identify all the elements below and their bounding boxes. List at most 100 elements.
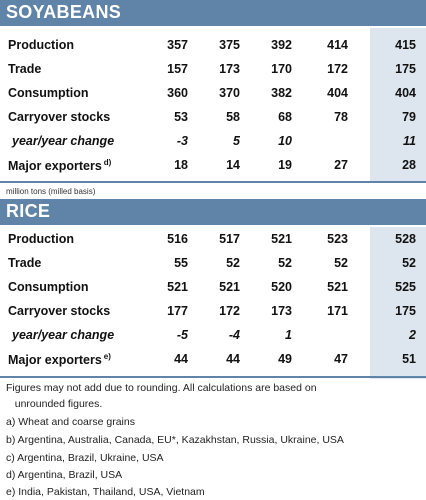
cell: 525 [395, 280, 416, 294]
cell: 2 [409, 328, 416, 342]
cell: 528 [395, 232, 416, 246]
section-rule [0, 181, 426, 183]
soybeans-highlight-column [370, 28, 426, 183]
cell: 171 [327, 304, 348, 318]
cell: 357 [167, 38, 188, 52]
row-label: year/year change [12, 134, 115, 148]
soybeans-header: SOYABEANS [0, 0, 426, 26]
cell: 521 [327, 280, 348, 294]
cell: 392 [271, 38, 292, 52]
row-label-text: Major exporters [8, 159, 102, 173]
rice-title: RICE [6, 201, 51, 221]
footnote: d) Argentina, Brazil, USA [6, 469, 123, 481]
cell: 382 [271, 86, 292, 100]
cell: 375 [219, 38, 240, 52]
row-label: Production [8, 232, 74, 246]
row-label: Carryover stocks [8, 304, 111, 318]
table-row: Major exporters d) 18 14 19 27 28 [0, 154, 426, 178]
cell: 404 [327, 86, 348, 100]
cell: 51 [402, 352, 416, 366]
row-label: Production [8, 38, 74, 52]
row-label: Major exporters d) [8, 158, 111, 173]
cell: 58 [226, 110, 240, 124]
cell: 521 [271, 232, 292, 246]
footnote-marker: d) [103, 158, 112, 167]
cell: -3 [176, 134, 188, 148]
table-row: Consumption 521 521 520 521 525 [0, 276, 426, 300]
cell: 53 [174, 110, 188, 124]
cell: 521 [167, 280, 188, 294]
cell: 415 [395, 38, 416, 52]
cell: 517 [219, 232, 240, 246]
cell: 52 [334, 256, 348, 270]
cell: 55 [174, 256, 188, 270]
cell: 28 [402, 158, 416, 172]
table-row: Major exporters e) 44 44 49 47 51 [0, 348, 426, 372]
cell: 173 [271, 304, 292, 318]
row-label-text: Major exporters [8, 353, 102, 367]
cell: 11 [403, 134, 416, 148]
row-label: Carryover stocks [8, 110, 111, 124]
table-row: Production 516 517 521 523 528 [0, 228, 426, 252]
footnote: unrounded figures. [6, 398, 103, 410]
cell: 27 [334, 158, 348, 172]
soybeans-title: SOYABEANS [6, 2, 122, 22]
cell: 516 [167, 232, 188, 246]
table-row: year/year change -3 5 10 11 [0, 130, 426, 154]
footnote: Figures may not add due to rounding. All… [6, 382, 317, 394]
cell: 175 [395, 304, 416, 318]
cell: 177 [167, 304, 188, 318]
cell: 172 [327, 62, 348, 76]
section-rule [0, 376, 426, 378]
cell: 49 [278, 352, 292, 366]
cell: 404 [395, 86, 416, 100]
cell: 414 [327, 38, 348, 52]
cell: 175 [395, 62, 416, 76]
table-row: Trade 55 52 52 52 52 [0, 252, 426, 276]
rice-highlight-column [370, 227, 426, 379]
cell: 170 [271, 62, 292, 76]
row-label: year/year change [12, 328, 115, 342]
cell: 78 [334, 110, 348, 124]
cell: 52 [402, 256, 416, 270]
cell: -4 [228, 328, 240, 342]
cell: 523 [327, 232, 348, 246]
row-label: Trade [8, 62, 42, 76]
row-label: Trade [8, 256, 42, 270]
cell: -5 [176, 328, 188, 342]
cell: 10 [278, 134, 292, 148]
cell: 520 [271, 280, 292, 294]
cell: 521 [219, 280, 240, 294]
footnote: b) Argentina, Australia, Canada, EU*, Ka… [6, 434, 344, 446]
cell: 52 [226, 256, 240, 270]
table-row: Consumption 360 370 382 404 404 [0, 82, 426, 106]
footnote-marker: e) [103, 352, 111, 361]
table-row: year/year change -5 -4 1 2 [0, 324, 426, 348]
cell: 79 [402, 110, 416, 124]
cell: 360 [167, 86, 188, 100]
cell: 157 [167, 62, 188, 76]
cell: 44 [174, 352, 188, 366]
cell: 19 [278, 158, 292, 172]
cell: 1 [285, 328, 292, 342]
cell: 173 [219, 62, 240, 76]
table-row: Trade 157 173 170 172 175 [0, 58, 426, 82]
footnote: a) Wheat and coarse grains [6, 416, 135, 428]
cell: 14 [226, 158, 240, 172]
cell: 5 [233, 134, 240, 148]
unit-note: million tons (milled basis) [6, 187, 96, 196]
table-row: Carryover stocks 53 58 68 78 79 [0, 106, 426, 130]
rice-header: RICE [0, 199, 426, 225]
cell: 370 [219, 86, 240, 100]
footnote: c) Argentina, Brazil, Ukraine, USA [6, 452, 164, 464]
cell: 68 [278, 110, 292, 124]
footnote: e) India, Pakistan, Thailand, USA, Vietn… [6, 486, 205, 498]
cell: 52 [278, 256, 292, 270]
row-label: Consumption [8, 280, 89, 294]
cell: 44 [226, 352, 240, 366]
cell: 172 [219, 304, 240, 318]
table-row: Carryover stocks 177 172 173 171 175 [0, 300, 426, 324]
cell: 18 [174, 158, 188, 172]
row-label: Major exporters e) [8, 352, 111, 367]
cell: 47 [334, 352, 348, 366]
